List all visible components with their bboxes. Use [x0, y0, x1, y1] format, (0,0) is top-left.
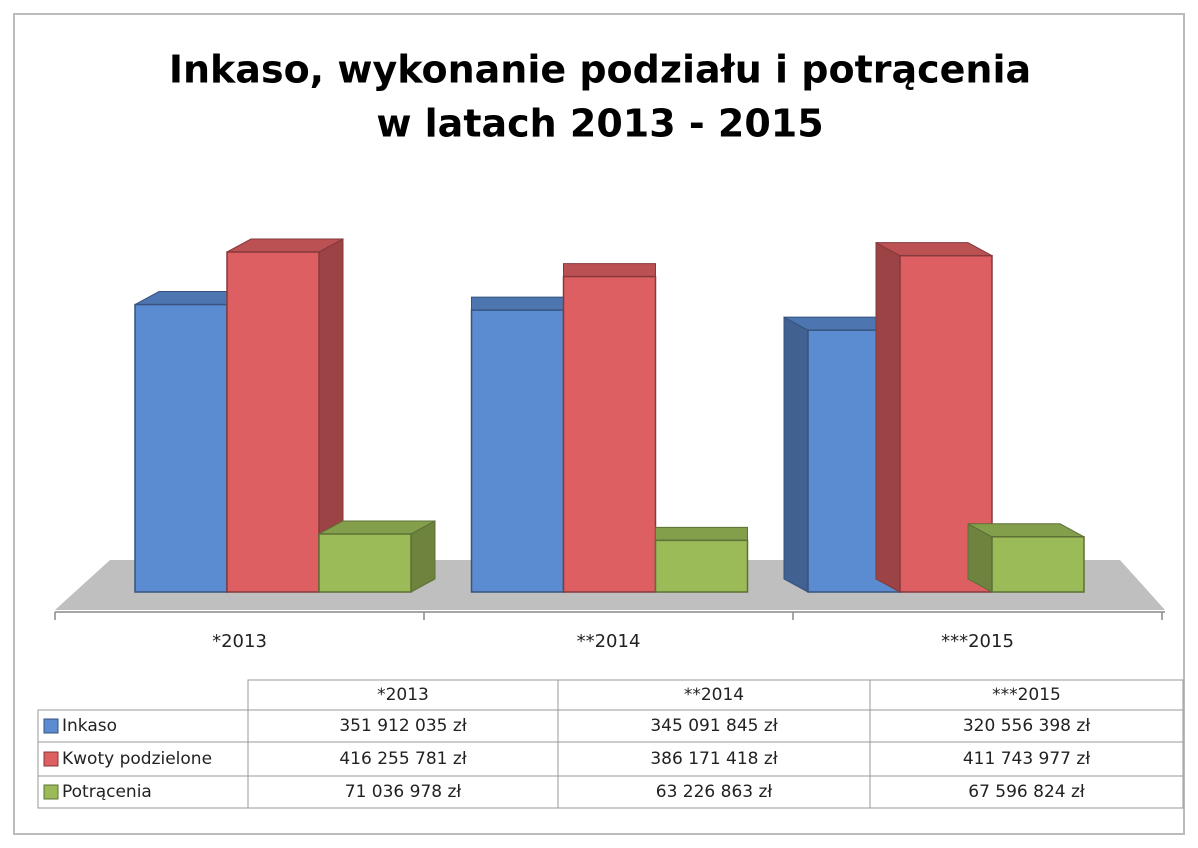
table-header: **2014 [684, 685, 744, 705]
bar-top [471, 296, 564, 311]
legend-label: Kwoty podzielone [62, 749, 212, 769]
bar-front [470, 309, 565, 593]
value-label: 416 255 781 zł [339, 749, 466, 769]
table-header: ***2015 [992, 685, 1061, 705]
table-cell [869, 775, 1184, 809]
value-label: 351 912 035 zł [339, 716, 466, 736]
bar-front [654, 539, 749, 593]
bar-front [318, 533, 412, 593]
bar [318, 520, 436, 593]
table-cell [37, 709, 249, 743]
bar [654, 526, 749, 593]
bar-side [783, 316, 809, 593]
bar-front [226, 251, 320, 593]
table-cell [37, 741, 249, 777]
table-cell [37, 775, 249, 809]
table-cell [557, 679, 871, 711]
bar [470, 296, 565, 593]
chart-title: w latach 2013 - 2015 [376, 102, 823, 146]
value-label: 63 226 863 zł [656, 782, 773, 802]
table-cell [557, 709, 871, 743]
value-label: 345 091 845 zł [650, 716, 777, 736]
bar [562, 263, 657, 593]
bar-front [134, 303, 228, 593]
bar [967, 522, 1085, 593]
x-tick-label: *2013 [212, 631, 267, 652]
bar-top [563, 263, 656, 278]
value-label: 386 171 418 zł [650, 749, 777, 769]
x-tick-label: **2014 [577, 631, 641, 652]
value-label: 71 036 978 zł [345, 782, 462, 802]
legend-key [43, 718, 59, 734]
bar-front [562, 275, 657, 593]
chart-title: Inkaso, wykonanie podziału i potrącenia [169, 48, 1031, 92]
table-cell [247, 679, 559, 711]
bar-side [875, 241, 901, 593]
bar-top [655, 526, 748, 541]
x-tick-label: ***2015 [941, 631, 1014, 652]
table-cell [869, 679, 1184, 711]
value-label: 67 596 824 zł [968, 782, 1085, 802]
table-cell [247, 775, 559, 809]
legend-key [43, 751, 59, 767]
table-header: *2013 [377, 685, 429, 705]
value-label: 320 556 398 zł [963, 716, 1090, 736]
bar-front [991, 536, 1085, 593]
legend-label: Potrącenia [62, 782, 152, 802]
legend-label: Inkaso [62, 716, 117, 736]
value-label: 411 743 977 zł [963, 749, 1090, 769]
table-cell [557, 741, 871, 777]
legend-key [43, 784, 59, 800]
